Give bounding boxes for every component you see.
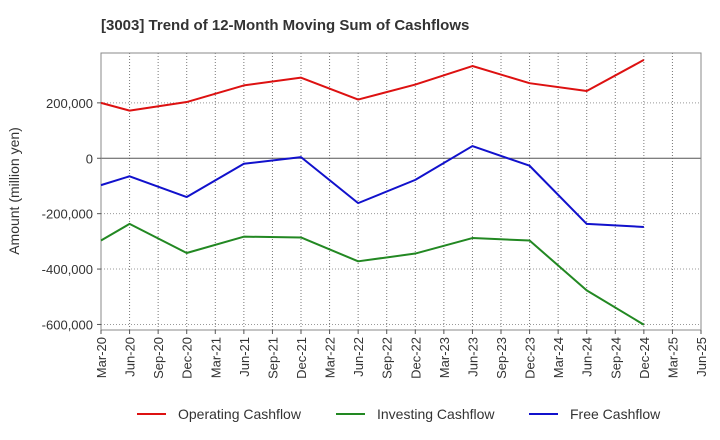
y-tick-label: -400,000 [42, 262, 93, 277]
series-lines [100, 59, 645, 326]
x-tick-label: Dec-21 [294, 337, 309, 379]
legend-item-operating-cashflow: Operating Cashflow [137, 406, 302, 422]
x-tick-label: Jun-24 [580, 337, 595, 377]
legend-label: Operating Cashflow [178, 406, 302, 422]
x-tick-label: Dec-20 [180, 337, 195, 379]
legend-label: Investing Cashflow [377, 406, 495, 422]
x-tick-label: Jun-21 [237, 337, 252, 377]
x-tick-label: Mar-25 [665, 337, 680, 378]
plot-area-frame [100, 52, 702, 331]
x-tick-label: Jun-23 [465, 337, 480, 377]
operating-cashflow-line [100, 59, 645, 112]
legend-item-investing-cashflow: Investing Cashflow [336, 406, 495, 422]
x-tick-label: Dec-22 [408, 337, 423, 379]
x-tick-label: Mar-23 [437, 337, 452, 378]
y-tick-label: -600,000 [42, 317, 93, 332]
x-axis-ticks: Mar-20 Jun-20 Sep-20 Dec-20 Mar-21 Jun-21 Sep-… [94, 330, 709, 379]
legend-item-free-cashflow: Free Cashflow [529, 406, 661, 422]
x-tick-label: Sep-22 [380, 337, 395, 379]
x-tick-label: Mar-22 [323, 337, 338, 378]
legend-label: Free Cashflow [570, 406, 661, 422]
x-tick-label: Sep-20 [151, 337, 166, 379]
free-cashflow-line [100, 145, 644, 228]
x-tick-label: Dec-23 [523, 337, 538, 379]
y-axis-ticks: 200,000 0 -200,000 -400,000 -600,000 [42, 96, 101, 332]
x-tick-label: Jun-20 [123, 337, 138, 377]
x-tick-label: Sep-21 [265, 337, 280, 379]
x-tick-label: Mar-21 [208, 337, 223, 378]
y-tick-label: 0 [86, 151, 93, 166]
x-tick-label: Dec-24 [637, 337, 652, 379]
y-tick-label: -200,000 [42, 207, 93, 222]
x-tick-label: Mar-24 [551, 337, 566, 378]
y-axis-label: Amount (million yen) [6, 127, 22, 255]
chart-title: [3003] Trend of 12-Month Moving Sum of C… [101, 17, 469, 34]
x-tick-label: Sep-24 [608, 337, 623, 379]
x-tick-label: Jun-22 [351, 337, 366, 377]
x-tick-label: Jun-25 [694, 337, 709, 377]
x-tick-label: Mar-20 [94, 337, 109, 378]
x-tick-label: Sep-23 [494, 337, 509, 379]
grid [101, 53, 701, 330]
y-tick-label: 200,000 [46, 96, 93, 111]
investing-cashflow-line [100, 222, 645, 326]
legend: Operating Cashflow Investing Cashflow Free… [137, 406, 661, 422]
